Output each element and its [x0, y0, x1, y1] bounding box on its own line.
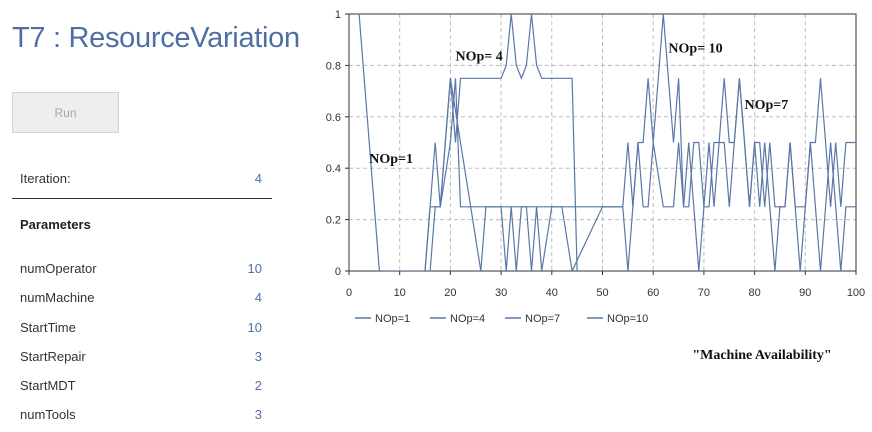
chart-annotations: NOp=1 NOp= 4 NOp= 10 NOp=7 — [369, 42, 788, 168]
iteration-label: Iteration: — [20, 171, 71, 186]
x-tick-label: 60 — [647, 287, 659, 299]
y-tick-label: 0.6 — [326, 112, 341, 124]
parameters-header: Parameters — [20, 217, 91, 232]
chart-legend: NOp=1 NOp=4 NOp=7 NOp=10 — [355, 313, 648, 325]
legend-label: NOp=1 — [375, 313, 410, 325]
param-value: 3 — [254, 407, 262, 422]
param-name: StartTime — [20, 320, 76, 335]
param-value: 10 — [247, 320, 262, 335]
param-name: StartRepair — [20, 349, 86, 364]
param-row-start-repair: StartRepair 3 — [20, 349, 262, 364]
param-row-num-tools: numTools 3 — [20, 407, 262, 422]
x-tick-label: 30 — [495, 287, 507, 299]
chart-axes: 0 10 20 30 40 50 60 70 80 90 100 0 0.2 0.4 0.6 0.8 1 — [326, 9, 865, 299]
left-panel: T7 : ResourceVariation Run Iteration: 4 … — [0, 0, 300, 432]
iteration-row: Iteration: 4 — [20, 171, 262, 186]
y-tick-label: 0 — [335, 266, 341, 278]
x-tick-label: 0 — [346, 287, 352, 299]
y-tick-label: 0.4 — [326, 163, 341, 175]
param-row-num-operator: numOperator 10 — [20, 261, 262, 276]
param-name: numOperator — [20, 261, 97, 276]
x-tick-label: 90 — [799, 287, 811, 299]
param-value: 2 — [254, 378, 262, 393]
run-button[interactable]: Run — [12, 92, 119, 133]
param-name: numTools — [20, 407, 76, 422]
param-name: StartMDT — [20, 378, 76, 393]
legend-label: NOp=10 — [607, 313, 648, 325]
param-row-start-mdt: StartMDT 2 — [20, 378, 262, 393]
chart-grid — [349, 14, 856, 271]
page-title: T7 : ResourceVariation — [12, 22, 300, 54]
legend-label: NOp=7 — [525, 313, 560, 325]
x-tick-label: 50 — [596, 287, 608, 299]
series-line-nop-4 — [429, 14, 578, 271]
x-tick-label: 100 — [847, 287, 865, 299]
chart-annotation: NOp=1 — [369, 152, 413, 167]
series-line-nop-7 — [424, 78, 856, 271]
chart-annotation: NOp= 4 — [455, 49, 502, 64]
chart-series — [358, 14, 856, 271]
chart-caption: "Machine Availability" — [692, 348, 831, 363]
x-tick-label: 40 — [546, 287, 558, 299]
y-tick-label: 0.2 — [326, 215, 341, 227]
x-tick-label: 80 — [748, 287, 760, 299]
y-tick-label: 1 — [335, 9, 341, 21]
series-line-nop-10 — [480, 14, 856, 271]
machine-availability-chart: 0 10 20 30 40 50 60 70 80 90 100 0 0.2 0.4 0.6 0.8 1 NOp… — [326, 9, 865, 363]
legend-label: NOp=4 — [450, 313, 485, 325]
chart-annotation: NOp= 10 — [668, 42, 722, 57]
divider — [12, 198, 272, 199]
x-tick-label: 70 — [698, 287, 710, 299]
param-value: 3 — [254, 349, 262, 364]
x-tick-label: 10 — [394, 287, 406, 299]
param-row-num-machine: numMachine 4 — [20, 290, 262, 305]
param-row-start-time: StartTime 10 — [20, 320, 262, 335]
y-tick-label: 0.8 — [326, 60, 341, 72]
param-value: 10 — [247, 261, 262, 276]
param-name: numMachine — [20, 290, 95, 305]
x-tick-label: 20 — [444, 287, 456, 299]
param-value: 4 — [254, 290, 262, 305]
iteration-value: 4 — [254, 171, 262, 186]
chart-annotation: NOp=7 — [744, 98, 788, 113]
